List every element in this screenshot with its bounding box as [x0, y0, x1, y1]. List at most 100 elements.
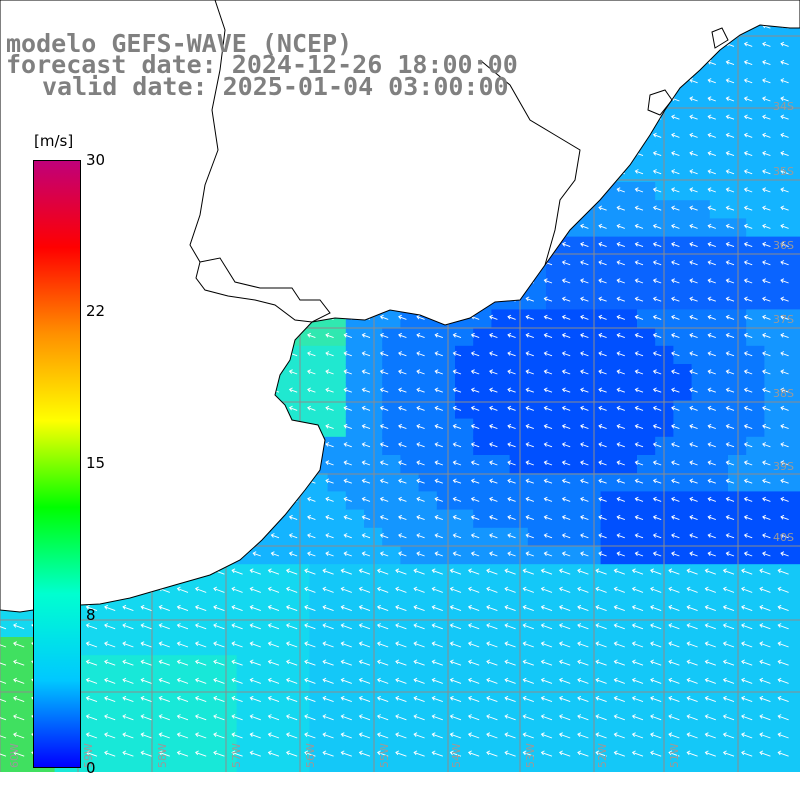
- wind-arrow-head: [140, 623, 145, 628]
- wind-arrow-head: [343, 442, 348, 447]
- wind-arrow: [635, 388, 644, 393]
- wind-arrow-head: [634, 205, 639, 211]
- wind-speed-cell: [127, 600, 147, 620]
- wind-speed-cell: [273, 691, 292, 711]
- wind-arrow: [507, 498, 516, 502]
- wind-arrow: [325, 461, 334, 466]
- wind-arrow-head: [416, 478, 421, 484]
- wind-arrow-head: [580, 369, 585, 374]
- wind-speed-cell: [691, 600, 711, 620]
- wind-arrow-head: [270, 533, 275, 538]
- wind-speed-cell: [600, 218, 620, 238]
- wind-arrow: [322, 733, 334, 739]
- wind-speed-cell: [364, 582, 383, 602]
- wind-arrow-head: [158, 659, 163, 665]
- wind-arrow-head: [652, 314, 657, 320]
- wind-arrow-head: [325, 533, 330, 538]
- wind-arrow-head: [452, 351, 457, 356]
- wind-arrow-head: [486, 750, 491, 756]
- wind-arrow: [598, 334, 607, 339]
- wind-arrow-head: [543, 332, 548, 338]
- wind-speed-cell: [582, 637, 602, 656]
- wind-speed-cell: [764, 236, 784, 256]
- wind-speed-cell: [382, 655, 401, 674]
- wind-arrow-head: [158, 695, 163, 701]
- wind-arrow-head: [613, 659, 618, 665]
- wind-speed-cell: [455, 564, 474, 583]
- wind-arrow-head: [270, 551, 275, 556]
- wind-arrow: [307, 534, 316, 539]
- wind-speed-cell: [709, 364, 729, 383]
- wind-arrow: [580, 243, 589, 248]
- wind-arrow: [413, 569, 425, 575]
- wind-arrow: [286, 733, 298, 739]
- wind-speed-cell: [455, 546, 474, 565]
- wind-arrow: [486, 642, 498, 648]
- wind-speed-cell: [473, 436, 492, 456]
- wind-speed-cell: [0, 655, 19, 674]
- wind-speed-cell: [491, 418, 511, 438]
- wind-arrow: [268, 588, 280, 593]
- wind-arrow: [544, 370, 553, 375]
- wind-arrow-head: [304, 568, 309, 574]
- wind-speed-cell: [618, 200, 638, 219]
- wind-arrow: [159, 733, 170, 739]
- wind-arrow-head: [325, 496, 330, 502]
- wind-arrow-head: [598, 241, 603, 247]
- wind-arrow: [395, 606, 407, 612]
- wind-arrow-head: [652, 132, 657, 138]
- wind-arrow: [635, 188, 644, 193]
- wind-arrow-head: [486, 659, 491, 665]
- wind-speed-cell: [509, 637, 529, 656]
- wind-speed-cell: [564, 655, 583, 674]
- wind-arrow-head: [598, 278, 603, 283]
- wind-arrow-head: [540, 732, 545, 737]
- wind-speed-cell: [764, 364, 784, 383]
- wind-speed-cell: [728, 364, 747, 383]
- wind-speed-cell: [746, 364, 765, 383]
- wind-speed-cell: [673, 473, 693, 492]
- wind-arrow-head: [580, 442, 585, 447]
- wind-speed-cell: [618, 637, 638, 656]
- wind-arrow-head: [468, 695, 472, 701]
- wind-arrow-head: [431, 750, 436, 756]
- wind-arrow-head: [489, 460, 494, 465]
- wind-arrow: [635, 425, 644, 430]
- wind-speed-cell: [600, 618, 620, 638]
- wind-arrow-head: [325, 351, 330, 356]
- wind-arrow: [359, 697, 371, 703]
- wind-speed-cell: [218, 637, 238, 656]
- wind-speed-cell: [273, 673, 292, 693]
- wind-arrow: [595, 642, 607, 648]
- wind-speed-cell: [418, 709, 438, 729]
- wind-arrow: [395, 660, 407, 666]
- wind-speed-cell: [746, 72, 765, 92]
- wind-arrow: [598, 370, 607, 375]
- wind-arrow-head: [468, 677, 472, 683]
- wind-arrow-head: [122, 732, 127, 737]
- wind-speed-cell: [546, 273, 565, 292]
- wind-speed-cell: [436, 582, 456, 602]
- wind-arrow-head: [489, 405, 494, 411]
- wind-speed-cell: [746, 200, 765, 219]
- wind-arrow: [617, 388, 625, 393]
- wind-arrow-head: [361, 405, 366, 411]
- wind-arrow: [159, 751, 170, 757]
- wind-arrow-head: [249, 568, 254, 574]
- wind-arrow: [617, 534, 625, 539]
- wind-speed-cell: [746, 254, 765, 274]
- wind-arrow: [289, 516, 298, 521]
- wind-arrow: [380, 498, 389, 502]
- wind-arrow: [177, 715, 189, 721]
- wind-arrow-head: [561, 332, 566, 338]
- wind-arrow: [141, 733, 152, 739]
- wind-arrow: [0, 753, 7, 757]
- wind-arrow-head: [486, 714, 491, 719]
- wind-speed-cell: [764, 109, 784, 128]
- wind-arrow-head: [561, 496, 566, 502]
- wind-arrow: [614, 660, 625, 666]
- wind-arrow-head: [434, 405, 439, 411]
- wind-arrow-head: [540, 659, 545, 665]
- wind-arrow: [289, 388, 298, 393]
- wind-speed-cell: [436, 728, 456, 747]
